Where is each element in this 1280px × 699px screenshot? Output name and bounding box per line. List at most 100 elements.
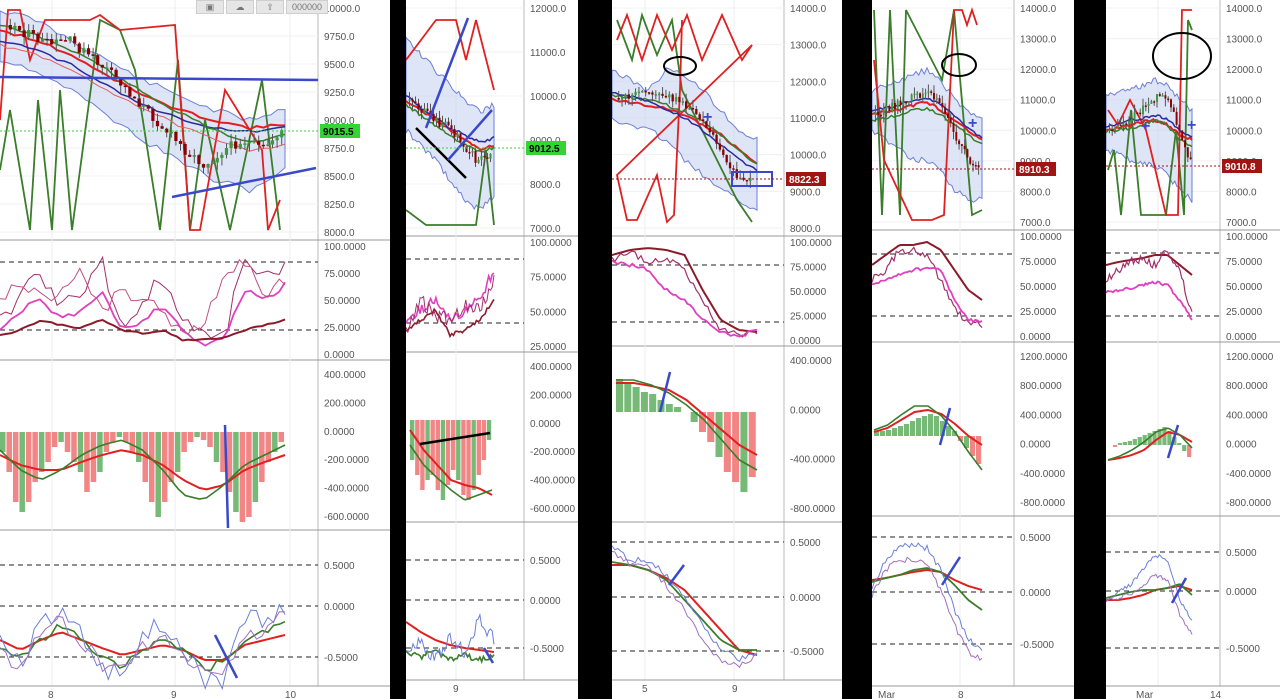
stoch-tick-label: 75.0000 — [1020, 257, 1057, 268]
chart-svg-4: 14000.013000.012000.011000.010000.09000.… — [872, 0, 1074, 699]
candle — [86, 48, 91, 55]
price-tick-label: 8000.0 — [790, 224, 821, 235]
candle — [960, 144, 963, 146]
candle — [486, 157, 489, 159]
macd-tick-label: 0.0000 — [790, 405, 821, 416]
stoch-tick-label: 50.0000 — [324, 296, 361, 307]
oscillator-line — [872, 542, 983, 651]
stoch-line — [0, 255, 286, 339]
candle — [252, 141, 256, 143]
macd-tick-label: 200.0000 — [324, 398, 366, 409]
candle — [243, 143, 247, 145]
macd-tick-label: -400.0000 — [1020, 469, 1065, 480]
macd-histogram-bar — [880, 431, 886, 436]
stoch-line — [1106, 280, 1193, 321]
candle — [420, 108, 423, 113]
cloud-icon[interactable]: ☁ — [226, 0, 254, 14]
candle — [708, 127, 711, 133]
stoch-line — [406, 272, 495, 324]
price-tick-label: 10000.0 — [324, 4, 361, 15]
macd-histogram-bar — [97, 432, 103, 472]
x-axis-label: Mar — [1136, 690, 1154, 699]
support-trendline — [171, 166, 317, 199]
candle — [935, 98, 938, 100]
x-axis-label: 14 — [1210, 690, 1222, 699]
macd-histogram-bar — [640, 392, 648, 412]
candle — [1139, 112, 1142, 115]
candle — [938, 98, 941, 103]
macd-histogram-bar — [970, 436, 976, 456]
chart-panel-4: 14000.013000.012000.011000.010000.09000.… — [872, 0, 1074, 699]
zigzag-red — [406, 19, 495, 91]
candle — [1122, 123, 1125, 125]
zigzag-green — [406, 149, 495, 226]
chart-panel-1: 10000.0 9750.0 9500.0 9250.0 9000.0 8750.0 850… — [0, 0, 390, 699]
macd-histogram-bar — [1132, 439, 1137, 445]
moving-average-line — [406, 103, 495, 153]
macd-tick-label: 1200.0000 — [1226, 352, 1274, 363]
stoch-line — [872, 240, 983, 301]
candle — [215, 157, 219, 163]
macd-histogram-bar — [976, 436, 982, 464]
macd-histogram-bar — [174, 432, 181, 472]
macd-histogram-bar — [77, 432, 84, 472]
stoch-tick-label: 0.0000 — [790, 336, 821, 347]
candle — [927, 91, 930, 93]
macd-annotation-line — [938, 407, 952, 446]
candle — [229, 141, 233, 149]
macd-histogram-bar — [674, 407, 682, 412]
candle — [1178, 124, 1181, 131]
candle — [468, 152, 471, 154]
macd-histogram-bar — [456, 420, 461, 480]
camera-icon[interactable]: ▣ — [196, 0, 224, 14]
price-tick-label: 10000.0 — [530, 92, 567, 103]
candle — [169, 131, 173, 134]
candle — [408, 99, 411, 101]
support-trendline — [447, 109, 493, 161]
upload-icon[interactable]: ⇧ — [256, 0, 284, 14]
macd-histogram-bar — [116, 432, 123, 437]
candle — [474, 150, 477, 163]
candle — [68, 36, 72, 41]
macd-histogram-bar — [239, 432, 246, 522]
candle — [13, 25, 17, 30]
candle — [142, 105, 146, 107]
macd-histogram-bar — [410, 420, 415, 460]
macd-tick-label: 0.0000 — [324, 427, 355, 438]
candle — [1136, 112, 1139, 115]
macd-histogram-bar — [415, 420, 420, 475]
macd-histogram-bar — [632, 387, 640, 412]
candle — [1125, 123, 1128, 125]
candle — [631, 95, 634, 99]
macd-tick-label: 400.0000 — [324, 370, 366, 381]
candle — [705, 121, 708, 128]
osc-tick-label: -0.5000 — [790, 647, 824, 658]
candle — [905, 101, 908, 104]
macd-histogram-bar — [934, 416, 940, 436]
candle — [426, 108, 429, 111]
price-tick-label: 12000.0 — [530, 4, 567, 15]
price-tick-label: 9000.0 — [790, 187, 821, 198]
macd-histogram-bar — [51, 432, 58, 447]
macd-histogram-bar — [904, 424, 910, 436]
candle — [1116, 124, 1119, 128]
candle — [438, 117, 441, 128]
price-tick-label: 7000.0 — [1226, 218, 1257, 229]
osc-tick-label: 0.5000 — [790, 538, 821, 549]
candle — [620, 97, 624, 100]
price-tick-label: 8250.0 — [324, 200, 355, 211]
macd-tick-label: -200.0000 — [530, 447, 575, 458]
candle — [77, 43, 81, 53]
price-tick-label: 8000.0 — [324, 228, 355, 239]
moving-average-line — [1106, 118, 1193, 141]
macd-histogram-bar — [874, 431, 880, 436]
stoch-tick-label: 25.0000 — [790, 312, 827, 323]
candle — [450, 125, 453, 130]
candle — [916, 93, 919, 95]
macd-histogram-bar — [58, 432, 64, 442]
osc-tick-label: 0.0000 — [1226, 587, 1257, 598]
annotation-ellipse — [1152, 32, 1212, 80]
candle — [489, 153, 492, 159]
candle — [712, 132, 715, 135]
macd-tick-label: -800.0000 — [1226, 498, 1271, 509]
